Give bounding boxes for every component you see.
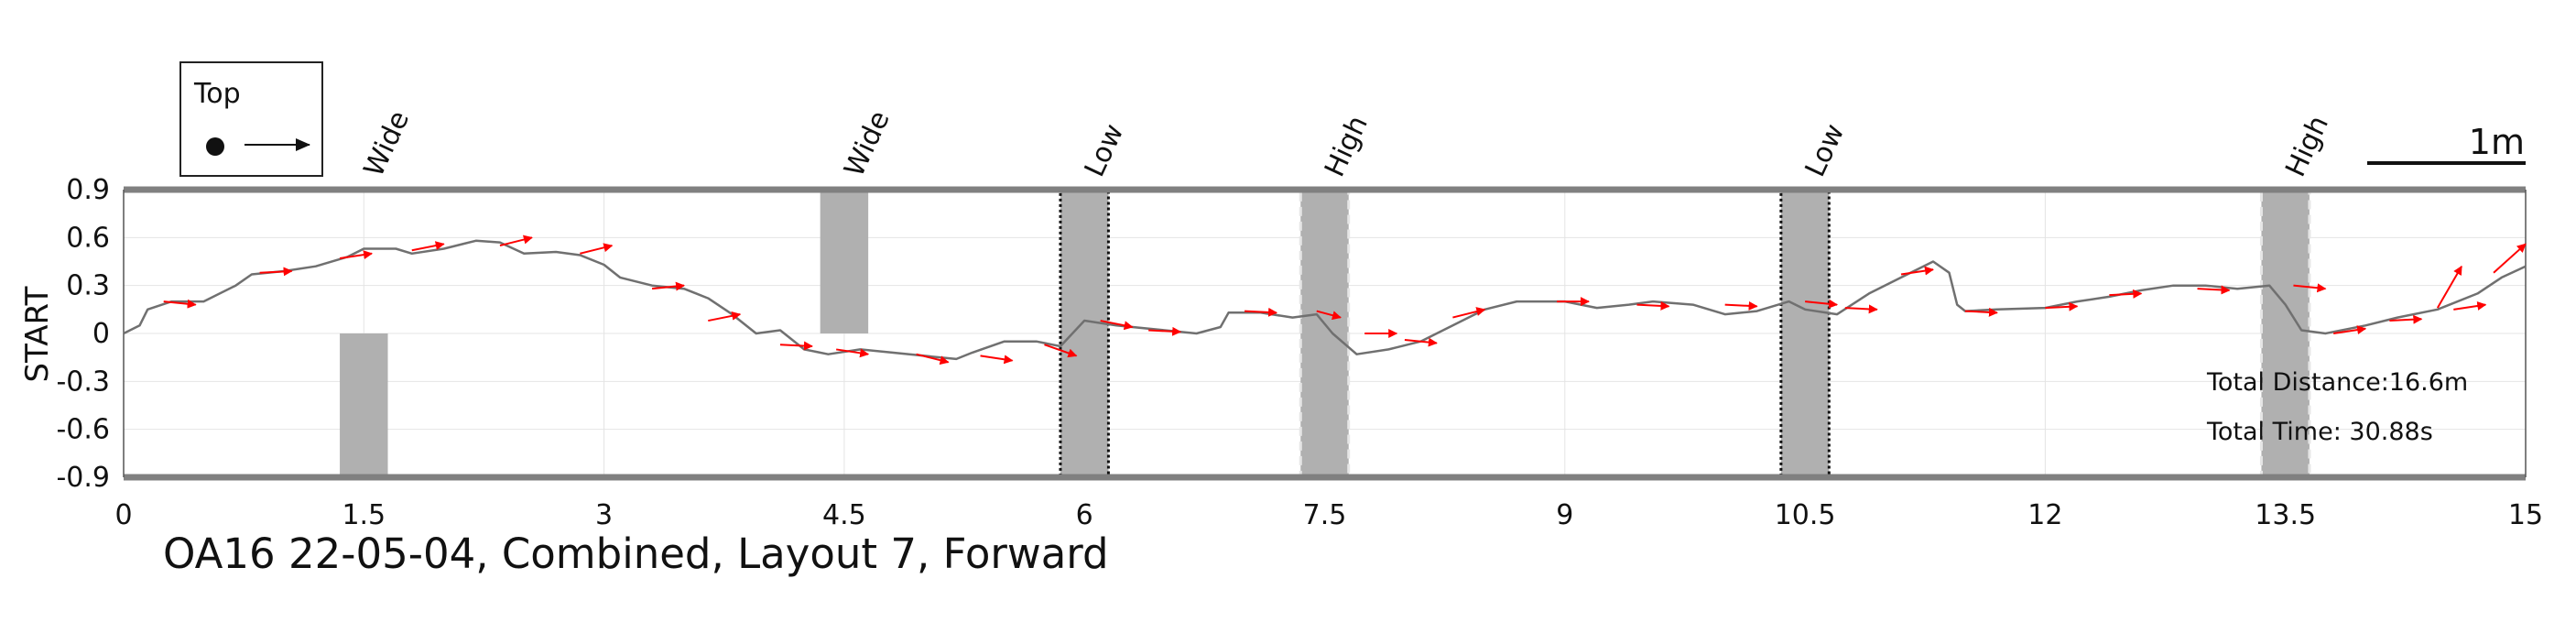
x-tick-label: 9 — [1556, 499, 1573, 531]
obstacles-layer — [340, 188, 2311, 479]
y-axis-label: START — [19, 286, 56, 382]
obstacle-label: Wide — [358, 106, 416, 182]
obstacle-high — [1299, 188, 1351, 479]
heading-arrow — [580, 243, 614, 255]
total-time-annotation: Total Time: 30.88s — [2206, 418, 2433, 446]
figure-caption: OA16 22-05-04, Combined, Layout 7, Forwa… — [163, 529, 1109, 578]
heading-arrow — [916, 353, 950, 366]
obstacle-labels: Wide Wide Low High Low High — [358, 106, 2335, 182]
x-tick-label: 12 — [2027, 499, 2062, 531]
heading-arrow — [651, 281, 686, 291]
heading-arrow — [1636, 300, 1670, 311]
heading-arrow — [2197, 285, 2231, 295]
heading-arrow — [163, 299, 197, 309]
heading-arrow — [1452, 307, 1486, 319]
scale-bar-label: 1m — [2469, 122, 2525, 162]
y-tick-label: -0.6 — [56, 414, 110, 446]
x-tick-label: 15 — [2508, 499, 2543, 531]
heading-arrow — [1100, 320, 1134, 331]
y-tick-label: 0.3 — [66, 270, 110, 302]
obstacle-label: High — [1319, 111, 1375, 181]
heading-arrow — [1805, 299, 1839, 309]
heading-arrow — [2453, 300, 2487, 311]
y-tick-label: -0.9 — [56, 462, 110, 494]
y-tick-label: 0.9 — [66, 174, 110, 206]
heading-arrow — [2389, 314, 2423, 324]
y-tick-label: 0 — [92, 318, 110, 350]
heading-arrow — [1964, 307, 1998, 317]
heading-arrow — [2045, 301, 2079, 311]
heading-arrow — [836, 348, 870, 358]
obstacle-label: Low — [1799, 119, 1852, 181]
heading-arrow — [2109, 289, 2143, 299]
x-tick-label: 13.5 — [2255, 499, 2316, 531]
obstacle-label: Low — [1079, 119, 1131, 181]
heading-arrow — [1148, 326, 1182, 336]
obstacle-wide — [340, 333, 388, 477]
x-tick-label: 7.5 — [1303, 499, 1347, 531]
heading-arrow — [1900, 266, 1934, 276]
heading-arrow — [1724, 300, 1758, 311]
heading-arrow — [779, 341, 813, 351]
obstacle-wide — [820, 190, 869, 333]
heading-arrow — [1844, 304, 1878, 314]
y-tick-label: 0.6 — [66, 222, 110, 254]
heading-arrow — [499, 235, 533, 247]
x-tick-label: 3 — [595, 499, 613, 531]
obstacle-low — [1779, 188, 1831, 479]
x-tick-label: 10.5 — [1775, 499, 1836, 531]
heading-arrow — [1404, 337, 1438, 347]
y-tick-label: -0.3 — [56, 366, 110, 398]
obstacle-label: Wide — [838, 106, 896, 182]
total-distance-annotation: Total Distance:16.6m — [2206, 368, 2468, 397]
heading-arrow — [2436, 265, 2462, 309]
heading-arrow — [2293, 283, 2327, 293]
x-tick-label: 1.5 — [342, 499, 386, 531]
heading-arrow — [339, 250, 374, 260]
heading-arrow — [1245, 307, 1278, 317]
heading-arrow — [980, 355, 1014, 365]
obstacle-low — [1059, 188, 1110, 479]
heading-arrow — [2333, 325, 2367, 335]
x-tick-label: 4.5 — [822, 499, 866, 531]
heading-arrow — [1316, 310, 1342, 321]
heading-arrow — [259, 267, 293, 277]
legend-dot-icon — [206, 137, 224, 156]
heading-arrow — [1044, 344, 1078, 358]
heading-arrow — [411, 241, 445, 252]
obstacle-label: High — [2279, 111, 2335, 181]
scale-bar: 1m — [2367, 122, 2526, 165]
tick-labels: 0 1.5 3 4.5 6 7.5 9 10.5 12 13.5 15 0.9 0.6 0.3 0 -0.3 -… — [56, 174, 2543, 531]
x-tick-label: 6 — [1076, 499, 1093, 531]
heading-arrow — [2493, 243, 2527, 274]
legend-box: Top — [179, 61, 323, 177]
legend-title: Top — [193, 78, 241, 110]
obstacle-high — [2259, 188, 2311, 479]
x-tick-label: 0 — [114, 499, 132, 531]
heading-arrow — [708, 311, 742, 322]
heading-arrows-layer — [163, 235, 2527, 366]
